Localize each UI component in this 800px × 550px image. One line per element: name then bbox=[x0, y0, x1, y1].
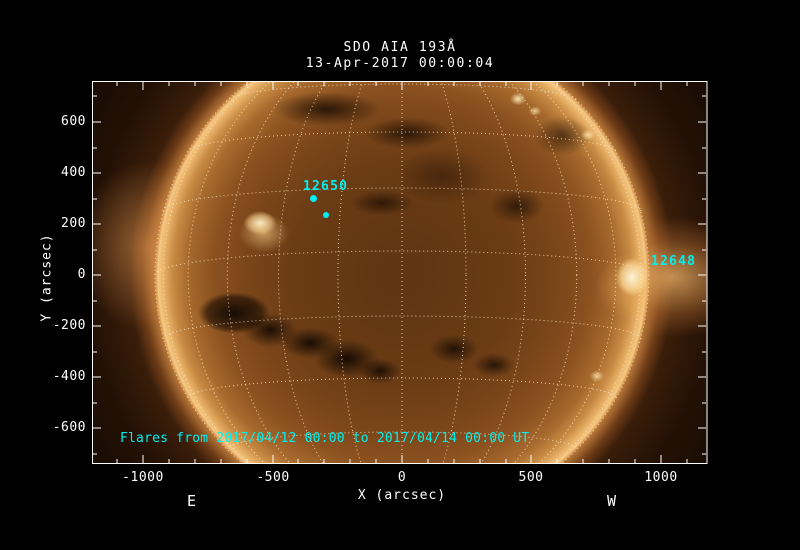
grid-longitude-line bbox=[337, 81, 467, 464]
plot-frame bbox=[92, 81, 708, 464]
grid-longitude-line bbox=[278, 81, 526, 464]
active-region-label-12648: 12648 bbox=[651, 254, 697, 269]
x-tick-label: 1000 bbox=[644, 470, 678, 485]
y-tick-label: -600 bbox=[52, 420, 86, 435]
x-tick-label: 0 bbox=[397, 470, 407, 485]
grid-longitude-line bbox=[162, 81, 642, 464]
y-major-ticks-left bbox=[93, 121, 101, 429]
west-limb-label: W bbox=[606, 492, 618, 510]
x-tick-label: 500 bbox=[518, 470, 544, 485]
y-tick-label: 200 bbox=[61, 216, 86, 231]
y-tick-label: 400 bbox=[61, 165, 86, 180]
heliographic-grid bbox=[154, 81, 650, 464]
plot-subtitle-timestamp: 13-Apr-2017 00:00:04 bbox=[305, 56, 495, 71]
grid-latitude-line bbox=[187, 377, 617, 399]
y-minor-ticks-left bbox=[93, 95, 97, 455]
y-tick-label: 600 bbox=[61, 114, 86, 129]
grid-longitude-line bbox=[187, 81, 617, 464]
grid-equator-line bbox=[154, 250, 650, 276]
active-region-label-12650: 12650 bbox=[303, 179, 349, 194]
y-minor-ticks-right bbox=[702, 95, 706, 455]
y-tick-label: -400 bbox=[52, 369, 86, 384]
y-tick-label: -200 bbox=[52, 318, 86, 333]
x-tick-label: -500 bbox=[256, 470, 290, 485]
x-minor-ticks-bottom bbox=[116, 459, 688, 463]
solar-surface-features bbox=[155, 81, 649, 464]
x-minor-ticks-top bbox=[116, 82, 688, 86]
grid-limb-circle bbox=[154, 81, 650, 464]
plot-title: SDO AIA 193Å bbox=[343, 40, 457, 55]
x-axis-title: X (arcsec) bbox=[357, 488, 447, 503]
y-major-ticks-right bbox=[698, 121, 706, 429]
east-limb-label: E bbox=[186, 492, 198, 510]
y-tick-label: 0 bbox=[77, 267, 86, 282]
flare-marker-dot bbox=[323, 212, 329, 218]
flare-caption: Flares from 2017/04/12 00:00 to 2017/04/… bbox=[120, 431, 530, 446]
flare-marker-dot bbox=[310, 195, 317, 202]
x-major-ticks-top bbox=[142, 82, 662, 90]
x-major-ticks-bottom bbox=[142, 455, 662, 463]
grid-latitude-line bbox=[226, 431, 578, 450]
grid-latitude-line bbox=[226, 83, 578, 102]
grid-latitude-line bbox=[187, 131, 617, 153]
grid-longitude-line bbox=[226, 81, 578, 464]
y-axis-title: Y (arcsec) bbox=[39, 233, 55, 322]
x-tick-label: -1000 bbox=[122, 470, 164, 485]
plot-area: Flares from 2017/04/12 00:00 to 2017/04/… bbox=[92, 81, 707, 464]
